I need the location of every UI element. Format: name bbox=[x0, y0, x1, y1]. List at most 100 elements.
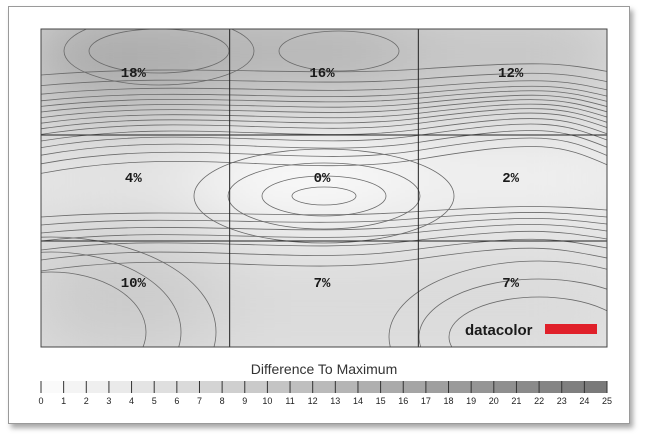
legend-swatch bbox=[357, 381, 381, 393]
legend-swatch bbox=[516, 381, 540, 393]
contour-line bbox=[41, 218, 607, 234]
legend-tick-label: 19 bbox=[466, 396, 476, 406]
cell-label: 7% bbox=[502, 276, 519, 292]
contour-line bbox=[41, 90, 607, 107]
legend-tick-label: 24 bbox=[579, 396, 589, 406]
legend-tick-label: 17 bbox=[421, 396, 431, 406]
heatmap-shading bbox=[41, 29, 607, 347]
cell-label: 12% bbox=[498, 66, 524, 82]
legend-swatch bbox=[244, 381, 268, 393]
legend-tick-label: 18 bbox=[444, 396, 454, 406]
cell-label: 16% bbox=[309, 66, 335, 82]
contour-ellipse bbox=[418, 278, 607, 347]
legend-swatch bbox=[312, 381, 336, 393]
contour-line bbox=[41, 146, 607, 174]
cell-label: 10% bbox=[121, 276, 147, 292]
contour-line bbox=[41, 72, 607, 86]
legend-tick-label: 2 bbox=[84, 396, 89, 406]
contour-ellipse bbox=[291, 186, 357, 206]
legend-tick-label: 11 bbox=[285, 396, 294, 406]
legend-swatch bbox=[131, 381, 155, 393]
contour-line bbox=[41, 223, 607, 242]
contour-ellipse bbox=[41, 236, 217, 347]
contour-ellipse bbox=[448, 296, 607, 347]
cell-label: 0% bbox=[314, 171, 331, 187]
contour-line bbox=[41, 108, 607, 130]
legend-tick-label: 6 bbox=[174, 396, 179, 406]
legend-swatch bbox=[425, 381, 449, 393]
contour-line bbox=[41, 137, 607, 165]
contour-ellipse bbox=[63, 29, 255, 86]
legend-swatch bbox=[199, 381, 223, 393]
legend-swatch bbox=[86, 381, 109, 393]
plot-border bbox=[40, 28, 608, 348]
legend-tick-label: 1 bbox=[61, 396, 66, 406]
contour-line bbox=[41, 103, 607, 124]
color-scale-legend: 0 1 2 3 4 5 6 7 8 9 10 11 12 13 14 15 16 17 18 19 20 21 22 23 24… bbox=[38, 381, 612, 406]
legend-swatch bbox=[561, 381, 585, 393]
legend-tick-label: 21 bbox=[511, 396, 521, 406]
cell-label: 18% bbox=[121, 66, 147, 82]
contour-ellipse bbox=[193, 148, 455, 244]
contour-line bbox=[41, 112, 607, 135]
legend-swatch bbox=[403, 381, 426, 393]
legend-swatch bbox=[176, 381, 200, 393]
legend-tick-label: 3 bbox=[106, 396, 111, 406]
legend-swatch bbox=[154, 381, 177, 393]
legend-swatch bbox=[290, 381, 313, 393]
legend-tick-label: 15 bbox=[376, 396, 386, 406]
legend-swatch bbox=[267, 381, 291, 393]
legend-tick-label: 14 bbox=[353, 396, 363, 406]
contour-line bbox=[41, 118, 607, 142]
contour-line bbox=[41, 94, 607, 113]
legend-tick-label: 9 bbox=[242, 396, 247, 406]
contour-line bbox=[41, 230, 607, 251]
cell-label: 2% bbox=[502, 171, 519, 187]
contour-ellipse bbox=[41, 271, 147, 347]
contour-ellipse bbox=[88, 29, 230, 74]
logo-bar bbox=[545, 324, 597, 334]
cell-labels: 18% 16% 12% 4% 0% 2% 10% 7% 7% bbox=[121, 66, 524, 292]
legend-swatch bbox=[63, 381, 87, 393]
legend-tick-label: 7 bbox=[197, 396, 202, 406]
contour-line bbox=[41, 123, 607, 148]
cell-label: 4% bbox=[125, 171, 142, 187]
contour-ellipse bbox=[388, 260, 607, 347]
legend-swatch bbox=[41, 381, 64, 393]
legend-swatch bbox=[222, 381, 245, 393]
contour-lines bbox=[41, 29, 607, 347]
legend-tick-label: 22 bbox=[534, 396, 544, 406]
contour-line bbox=[41, 63, 607, 76]
heat-cell bbox=[398, 221, 607, 347]
legend-swatch bbox=[539, 381, 562, 393]
contour-ellipse bbox=[227, 162, 421, 230]
legend-swatch bbox=[584, 381, 607, 393]
contour-line bbox=[41, 99, 607, 118]
legend-swatch bbox=[493, 381, 517, 393]
legend-swatch bbox=[471, 381, 494, 393]
grid-lines bbox=[41, 29, 607, 347]
legend-tick-label: 23 bbox=[557, 396, 567, 406]
contour-line bbox=[41, 247, 607, 272]
legend-swatch bbox=[335, 381, 358, 393]
uniformity-chart: 18% 16% 12% 4% 0% 2% 10% 7% 7% datacolor Differe… bbox=[38, 28, 612, 406]
legend-tick-label: 10 bbox=[262, 396, 272, 406]
legend-tick-label: 20 bbox=[489, 396, 499, 406]
logo-text: datacolor bbox=[465, 322, 533, 339]
legend-tick-label: 12 bbox=[308, 396, 318, 406]
contour-line bbox=[41, 238, 607, 261]
legend-swatch bbox=[108, 381, 132, 393]
cell-label: 7% bbox=[314, 276, 331, 292]
chart-frame: 18% 16% 12% 4% 0% 2% 10% 7% 7% datacolor Differe… bbox=[8, 6, 630, 424]
legend-tick-label: 4 bbox=[129, 396, 134, 406]
contour-line bbox=[41, 212, 607, 226]
contour-ellipse bbox=[261, 175, 387, 217]
legend-title: Difference To Maximum bbox=[251, 361, 398, 377]
contour-line bbox=[41, 130, 607, 156]
contour-line bbox=[41, 85, 607, 102]
legend-tick-label: 13 bbox=[330, 396, 340, 406]
legend-swatch bbox=[380, 381, 404, 393]
legend-tick-label: 16 bbox=[398, 396, 408, 406]
legend-tick-label: 25 bbox=[602, 396, 612, 406]
contour-line bbox=[41, 206, 607, 218]
